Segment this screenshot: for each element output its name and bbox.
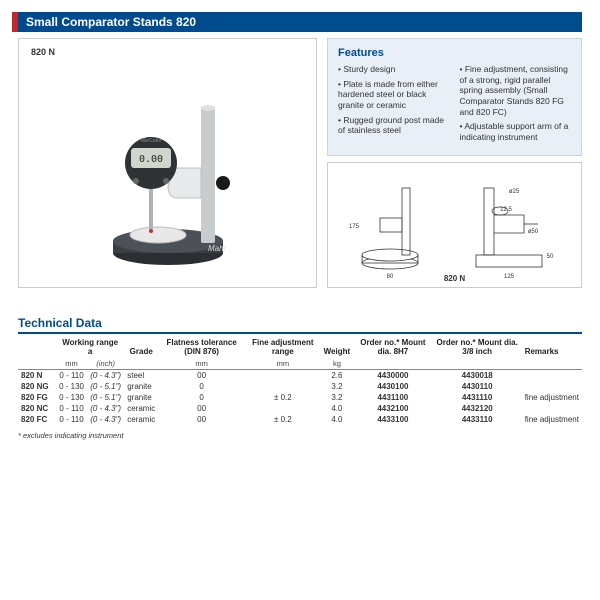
unit-wt: kg bbox=[321, 358, 354, 370]
diagram-label: 820 N bbox=[444, 274, 465, 283]
table-row: 820 FG0 - 130(0 - 5.1")granite0± 0.23.24… bbox=[18, 392, 582, 403]
svg-text:80: 80 bbox=[387, 274, 394, 280]
table-row: 820 NG0 - 130(0 - 5.1")granite03.2443010… bbox=[18, 381, 582, 392]
table-row: 820 N0 - 110(0 - 4.3")steel002.644300004… bbox=[18, 370, 582, 382]
svg-text:125: 125 bbox=[504, 274, 515, 280]
feature-item: Fine adjustment, consisting of a strong,… bbox=[460, 64, 572, 117]
svg-text:50: 50 bbox=[547, 254, 554, 260]
col-fine: Fine adjustment range bbox=[245, 336, 321, 358]
features-col-left: Sturdy design Plate is made from either … bbox=[338, 64, 450, 146]
col-order2: Order no.* Mount dia. 3/8 inch bbox=[433, 336, 522, 358]
page-title: Small Comparator Stands 820 bbox=[18, 12, 582, 32]
top-row: 820 N 0.00 MarCator bbox=[18, 38, 582, 288]
brand-label: Mahr bbox=[208, 244, 227, 253]
unit-inch: (inch) bbox=[87, 358, 124, 370]
table-unit-row: mm (inch) mm mm kg bbox=[18, 358, 582, 370]
feature-item: Plate is made from either hardened steel… bbox=[338, 79, 450, 111]
col-remarks: Remarks bbox=[522, 336, 582, 358]
table-header-row: Working range a Grade Flatness tolerance… bbox=[18, 336, 582, 358]
features-col-right: Fine adjustment, consisting of a strong,… bbox=[460, 64, 572, 146]
svg-text:12,5: 12,5 bbox=[500, 207, 512, 213]
feature-item: Adjustable support arm of a indicating i… bbox=[460, 121, 572, 142]
unit-flat: mm bbox=[158, 358, 245, 370]
diagram-svg: 175 80 125 50 12,5 ø25 ø50 bbox=[328, 163, 583, 289]
right-column: Features Sturdy design Plate is made fro… bbox=[327, 38, 582, 288]
unit-mm: mm bbox=[56, 358, 87, 370]
product-photo-area: 820 N 0.00 MarCator bbox=[18, 38, 317, 288]
product-label: 820 N bbox=[31, 47, 55, 57]
svg-text:175: 175 bbox=[349, 224, 360, 230]
col-weight: Weight bbox=[321, 336, 354, 358]
col-flat: Flatness tolerance (DIN 876) bbox=[158, 336, 245, 358]
dimension-diagram: 175 80 125 50 12,5 ø25 ø50 820 N bbox=[327, 162, 582, 288]
col-grade: Grade bbox=[124, 336, 158, 358]
feature-item: Sturdy design bbox=[338, 64, 450, 75]
technical-heading: Technical Data bbox=[18, 316, 582, 334]
col-range: Working range a bbox=[56, 336, 124, 358]
table-row: 820 FC0 - 110(0 - 4.3")ceramic00± 0.24.0… bbox=[18, 414, 582, 425]
features-panel: Features Sturdy design Plate is made fro… bbox=[327, 38, 582, 156]
unit-fine: mm bbox=[245, 358, 321, 370]
col-order1: Order no.* Mount dia. 8H7 bbox=[353, 336, 433, 358]
svg-text:ø25: ø25 bbox=[509, 189, 520, 195]
svg-text:ø50: ø50 bbox=[528, 229, 539, 235]
col-model bbox=[18, 336, 56, 358]
indicator-display: 0.00 bbox=[138, 154, 162, 165]
page: Small Comparator Stands 820 820 N bbox=[0, 0, 600, 452]
feature-item: Rugged ground post made of stainless ste… bbox=[338, 115, 450, 136]
table-row: 820 NC0 - 110(0 - 4.3")ceramic004.044321… bbox=[18, 403, 582, 414]
product-illustration: 0.00 MarCator Mahr bbox=[73, 53, 263, 273]
svg-text:MarCator: MarCator bbox=[140, 138, 161, 144]
table-footnote: * excludes indicating instrument bbox=[18, 431, 582, 440]
technical-table: Working range a Grade Flatness tolerance… bbox=[18, 336, 582, 425]
features-heading: Features bbox=[338, 47, 571, 59]
